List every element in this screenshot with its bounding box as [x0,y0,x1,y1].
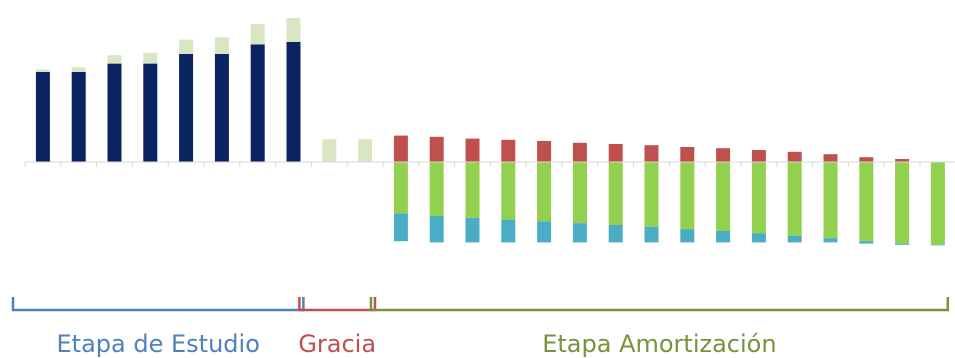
bar-segment-s4-c13 [465,162,480,218]
bar-segment-s5-c16 [572,223,587,243]
bar-segment-s5-c26 [930,244,945,246]
bars-layer [35,18,945,246]
bar-segment-s1-c6 [214,54,229,162]
bar-segment-s1-c5 [179,54,194,162]
bar-segment-s4-c26 [930,162,945,245]
bar-segment-s1-c8 [286,42,301,162]
bracket-gracia [298,297,377,312]
bar-segment-s3-c24 [859,157,874,162]
bar-segment-s5-c17 [608,225,623,243]
bar-segment-s5-c15 [537,221,552,243]
bar-segment-s4-c21 [751,162,766,234]
bar-segment-s2-c3 [107,55,122,64]
phase-annotations: Etapa de Estudio Gracia Etapa Amortización [11,297,950,358]
bar-segment-s2-c5 [179,39,194,54]
x-axis [24,161,955,167]
bar-segment-s1-c2 [71,72,86,162]
bar-segment-s4-c18 [644,162,659,227]
bar-segment-s4-c17 [608,162,623,225]
bar-segment-s3-c15 [537,141,552,162]
bar-segment-s2-c9 [322,139,337,162]
bar-segment-s4-c16 [572,162,587,224]
bar-segment-s2-c10 [358,139,373,162]
bar-segment-s5-c14 [501,219,516,243]
bar-segment-s5-c23 [823,238,838,243]
bar-segment-s3-c14 [501,139,516,162]
bar-segment-s1-c7 [250,44,265,162]
bar-segment-s5-c21 [751,233,766,243]
label-etapa-de-estudio: Etapa de Estudio [57,330,260,358]
bar-segment-s4-c19 [680,162,695,230]
bracket-etapa-amortizacion [369,297,950,312]
bar-segment-s1-c4 [143,63,158,162]
bar-segment-s3-c23 [823,154,838,162]
bar-segment-s5-c13 [465,217,480,243]
bar-segment-s2-c4 [143,52,158,64]
bar-segment-s1-c1 [35,72,50,162]
bar-segment-s5-c11 [393,213,408,242]
label-etapa-amortizacion: Etapa Amortización [542,330,776,358]
bar-segment-s2-c6 [214,37,229,54]
bar-segment-s3-c18 [644,145,659,162]
bar-segment-s5-c25 [895,243,910,245]
bracket-etapa-de-estudio [11,297,305,312]
bar-segment-s5-c20 [716,231,731,243]
bar-segment-s5-c19 [680,229,695,243]
bar-segment-s3-c16 [572,142,587,162]
bar-segment-s3-c20 [716,148,731,162]
bar-segment-s4-c23 [823,162,838,239]
bar-segment-s3-c12 [429,136,444,162]
bar-segment-s5-c18 [644,226,659,243]
bar-segment-s4-c14 [501,162,516,220]
bar-segment-s3-c22 [787,151,802,162]
bar-segment-s3-c19 [680,147,695,162]
bar-segment-s5-c24 [859,241,874,244]
bar-segment-s4-c12 [429,162,444,216]
bar-segment-s2-c7 [250,24,265,45]
bar-segment-s4-c25 [895,162,910,244]
bar-segment-s1-c3 [107,63,122,162]
bar-segment-s3-c13 [465,138,480,162]
bar-segment-s4-c15 [537,162,552,222]
bar-segment-s2-c2 [71,67,86,72]
bar-segment-s3-c25 [895,159,910,162]
bar-segment-s4-c22 [787,162,802,236]
bar-segment-s4-c20 [716,162,731,231]
bar-segment-s3-c21 [751,150,766,162]
bar-segment-s4-c24 [859,162,874,242]
bar-segment-s5-c12 [429,216,444,243]
bar-segment-s3-c17 [608,144,623,162]
bar-segment-s2-c1 [35,69,50,72]
bar-segment-s4-c11 [393,162,408,214]
bar-segment-s5-c22 [787,235,802,243]
bar-segment-s3-c11 [393,135,408,162]
label-gracia: Gracia [298,330,376,358]
bar-segment-s2-c8 [286,18,301,42]
